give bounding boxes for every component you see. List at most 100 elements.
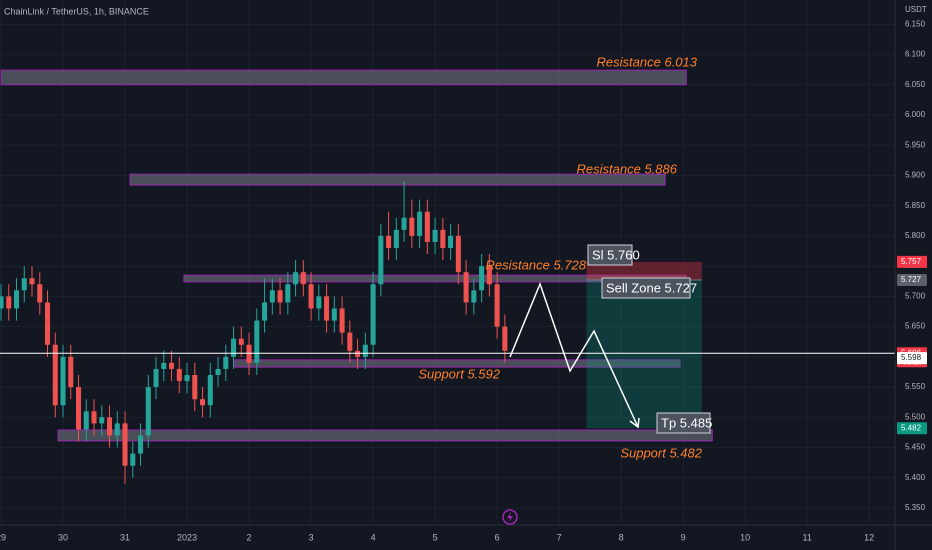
candle-body [52, 344, 58, 406]
y-tick-label: 5.350 [905, 503, 926, 512]
zone-label: Resistance 5.728 [486, 257, 587, 272]
candle-body [455, 235, 461, 273]
y-tick-label: 6.100 [905, 50, 926, 59]
candle-body [91, 411, 97, 424]
candle-body [21, 278, 27, 291]
x-tick-label: 30 [58, 532, 68, 542]
zone [57, 429, 713, 442]
price-label: 5.598 [901, 353, 922, 362]
candle-body [471, 290, 477, 303]
y-tick-label: 5.900 [905, 171, 926, 180]
target-area [586, 280, 702, 429]
alert-icon-bolt [507, 512, 513, 522]
y-tick-label: 6.150 [905, 19, 926, 28]
candle-body [13, 290, 20, 309]
candle-body [409, 217, 415, 236]
zone-label: Support 5.592 [418, 366, 500, 381]
x-tick-label: 31 [120, 532, 130, 542]
x-tick-label: 7 [557, 532, 562, 542]
y-tick-label: 5.550 [905, 382, 926, 391]
candle-body [277, 290, 283, 303]
candle-body [145, 387, 151, 436]
candle-body [347, 332, 353, 351]
candle-body [393, 229, 399, 248]
candle-body [269, 290, 275, 303]
alert-icon[interactable] [502, 509, 518, 525]
candle-body [486, 266, 492, 285]
chart-title: ChainLink / TetherUS, 1h, BINANCE [4, 6, 149, 16]
candle-body [254, 320, 260, 363]
position-label: Sell Zone 5.727 [606, 280, 697, 295]
candle-body [153, 368, 159, 388]
x-tick-label: 9 [681, 532, 686, 542]
candle-body [176, 368, 182, 382]
candle-body [75, 387, 82, 430]
candle-body [37, 284, 43, 303]
candle-body [207, 375, 213, 406]
price-label-box [897, 274, 927, 287]
candle-body [130, 453, 136, 466]
candle-body [169, 362, 175, 369]
candle-body [432, 229, 438, 242]
candle-body [246, 344, 252, 363]
x-tick-label: 11 [803, 532, 812, 542]
stop-area [586, 261, 702, 281]
y-tick-label: 5.800 [905, 231, 926, 240]
candle-body [200, 399, 206, 406]
zone-label: Support 5.482 [620, 445, 702, 460]
candle-body [378, 235, 384, 285]
candle-body [339, 308, 345, 333]
candle-body [331, 308, 337, 321]
candle-body [215, 368, 221, 375]
price-label: 5.757 [901, 257, 922, 266]
candle-body [161, 362, 167, 369]
position-label-box [601, 277, 691, 299]
zone-label: Resistance 5.886 [577, 161, 678, 176]
x-tick-label: 10 [740, 532, 750, 542]
candle-body [401, 217, 407, 230]
zone-label: Resistance 6.013 [597, 54, 698, 69]
candle-body [308, 284, 314, 309]
y-tick-label: 5.650 [905, 322, 926, 331]
currency-label: USDT [905, 5, 927, 14]
candle-body [122, 423, 128, 466]
projection-path [509, 281, 639, 428]
zone [234, 359, 681, 368]
candle-body [0, 296, 4, 309]
candle-body [479, 266, 485, 291]
candle-body [99, 417, 105, 424]
position-label: Sl 5.760 [592, 247, 640, 262]
candle-body [107, 417, 113, 436]
candle-body [238, 338, 244, 345]
candle-body [316, 296, 322, 309]
position-label-box [656, 412, 711, 434]
y-tick-label: 6.000 [905, 110, 926, 119]
y-tick-label: 6.050 [905, 80, 926, 89]
price-label: 5.727 [901, 275, 922, 284]
y-tick-label: 5.700 [905, 291, 926, 300]
zone [129, 173, 666, 186]
candle-body [114, 423, 120, 436]
candle-body [285, 284, 291, 303]
candle-body [68, 356, 74, 388]
price-label-box [897, 352, 927, 365]
x-tick-label: 2023 [177, 532, 197, 542]
zone [0, 69, 687, 86]
candle-body [184, 375, 190, 382]
candle-body [231, 338, 237, 357]
x-tick-label: 4 [371, 532, 376, 542]
candle-body [502, 326, 508, 351]
price-label: 5.482 [901, 423, 922, 432]
candle-body [324, 296, 330, 321]
x-tick-label: 2 [247, 532, 252, 542]
candle-body [83, 411, 89, 430]
candle-body [262, 302, 268, 321]
projection-arrow [629, 417, 640, 429]
x-tick-label: 12 [864, 532, 874, 542]
candle-body [223, 356, 229, 369]
y-tick-label: 5.400 [905, 473, 926, 482]
position-label: Tp 5.485 [661, 415, 712, 430]
x-tick-label: 29 [0, 532, 6, 542]
candle-body [44, 302, 51, 345]
